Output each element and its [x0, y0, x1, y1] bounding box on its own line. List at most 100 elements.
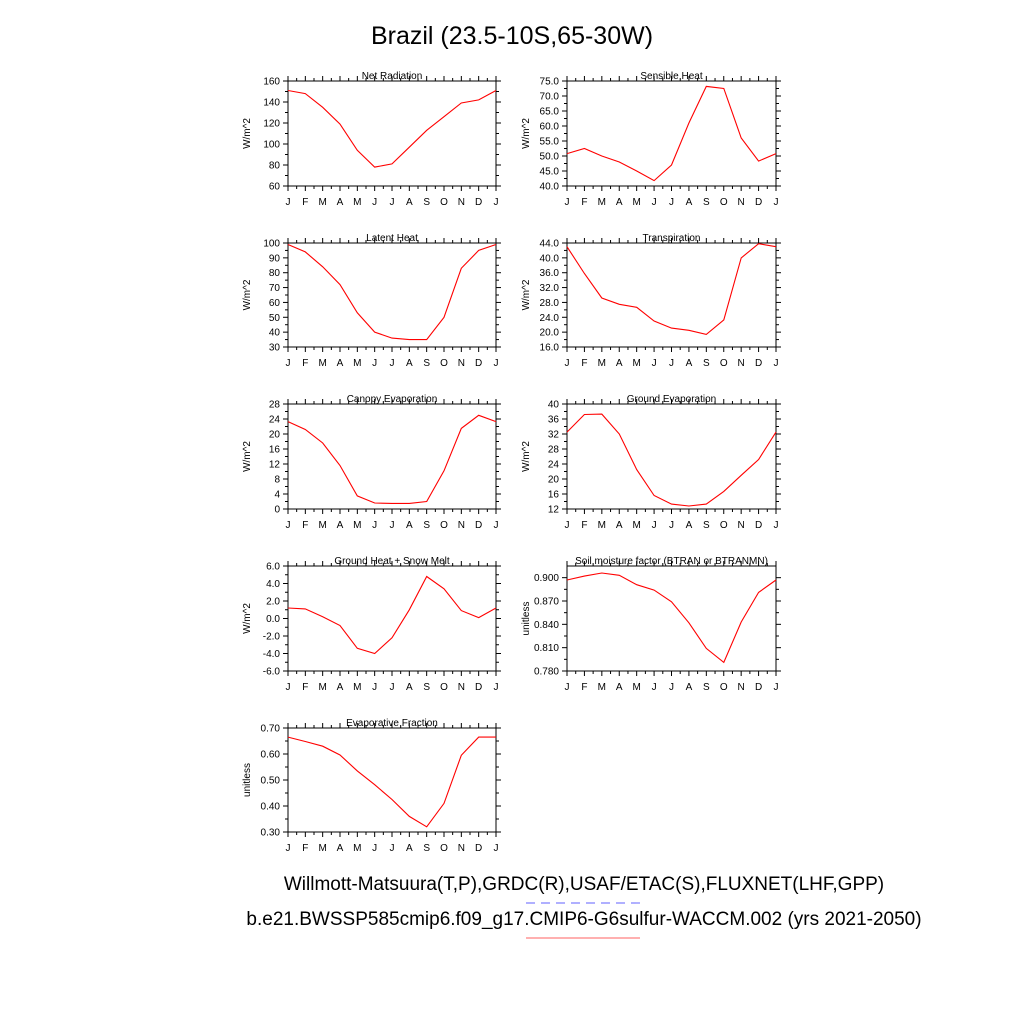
y-axis-label: W/m^2	[242, 118, 253, 149]
y-tick-label: 8	[274, 475, 280, 486]
chart-panel: J F M A M J J A S O N D J-6.0-4.0-2.00.02.04.06.0 Gro…	[242, 556, 501, 693]
x-tick-label: J	[652, 682, 657, 693]
y-tick-label: 36	[548, 415, 560, 426]
x-tick-label: A	[406, 197, 413, 208]
x-tick-label: F	[302, 197, 308, 208]
x-tick-label: A	[686, 520, 693, 531]
x-tick-label: J	[565, 520, 570, 531]
x-tick-label: F	[302, 358, 308, 369]
x-tick-label: O	[720, 520, 728, 531]
series-line	[566, 85, 777, 182]
y-tick-label: 50.0	[540, 152, 560, 163]
y-tick-label: 28	[548, 445, 560, 456]
chart-panel: J F M A M J J A S O N D J16.020.024.028.032.036.040.…	[521, 233, 781, 369]
x-tick-label: S	[423, 358, 430, 369]
y-tick-label: 60.0	[540, 122, 560, 133]
x-tick-label: J	[286, 682, 291, 693]
x-tick-label: M	[598, 520, 606, 531]
figure-title: Brazil (23.5-10S,65-30W)	[371, 22, 653, 50]
y-axis-label: unitless	[242, 763, 253, 797]
y-tick-label: 65.0	[540, 107, 560, 118]
plot-frame	[287, 242, 497, 348]
y-tick-label: 12	[548, 505, 560, 516]
y-tick-label: 40.0	[540, 182, 560, 193]
x-tick-label: J	[372, 520, 377, 531]
y-axis-label: W/m^2	[242, 441, 253, 472]
series-line	[287, 575, 497, 655]
plot-frame	[566, 565, 777, 672]
series-line	[566, 572, 777, 664]
y-tick-label: 45.0	[540, 167, 560, 178]
y-tick-label: 32.0	[540, 283, 560, 294]
x-tick-label: S	[423, 682, 430, 693]
x-tick-label: J	[494, 520, 499, 531]
y-tick-label: 40.0	[540, 253, 560, 264]
x-tick-label: A	[337, 843, 344, 854]
y-tick-label: -4.0	[263, 649, 281, 660]
y-tick-label: 12	[269, 460, 281, 471]
x-tick-label: N	[458, 520, 465, 531]
x-tick-label: O	[440, 197, 448, 208]
y-tick-label: 30	[269, 343, 281, 354]
y-tick-label: 0.900	[534, 573, 559, 584]
plot-frame	[566, 242, 777, 348]
y-tick-label: 80	[269, 161, 281, 172]
x-tick-label: S	[423, 520, 430, 531]
y-tick-label: 55.0	[540, 137, 560, 148]
x-tick-label: J	[494, 197, 499, 208]
panel-title: Sensible Heat	[640, 71, 702, 82]
y-tick-label: 80	[269, 268, 281, 279]
x-tick-label: J	[669, 358, 674, 369]
footer-case-name: b.e21.BWSSP585cmip6.f09_g17.CMIP6-G6sulf…	[246, 909, 921, 930]
x-tick-label: M	[598, 682, 606, 693]
y-tick-label: 20	[269, 430, 281, 441]
x-tick-label: S	[703, 197, 710, 208]
x-tick-label: M	[632, 520, 640, 531]
x-tick-label: J	[652, 358, 657, 369]
x-tick-label: N	[458, 843, 465, 854]
y-tick-label: 20	[548, 475, 560, 486]
x-tick-label: D	[475, 520, 482, 531]
y-tick-label: 160	[263, 77, 280, 88]
x-tick-label: M	[318, 197, 326, 208]
x-tick-label: M	[632, 682, 640, 693]
x-tick-label: J	[286, 843, 291, 854]
x-tick-label: A	[616, 520, 623, 531]
plot-frame	[566, 80, 777, 187]
series-line	[566, 243, 777, 335]
x-tick-label: F	[581, 197, 587, 208]
x-tick-label: O	[440, 682, 448, 693]
x-tick-label: A	[406, 358, 413, 369]
y-axis-label: unitless	[521, 602, 532, 636]
x-tick-label: M	[353, 843, 361, 854]
x-tick-label: O	[440, 520, 448, 531]
y-tick-label: -6.0	[263, 667, 281, 678]
y-tick-label: 4	[274, 490, 280, 501]
y-tick-label: 0.70	[261, 724, 281, 735]
panel-title: Ground Evaporation	[627, 394, 717, 405]
panel-title: Evaporative Fraction	[346, 718, 438, 729]
x-tick-label: N	[738, 358, 745, 369]
x-tick-label: J	[372, 197, 377, 208]
x-tick-label: J	[372, 843, 377, 854]
y-tick-label: 90	[269, 253, 281, 264]
x-tick-label: A	[686, 197, 693, 208]
x-tick-label: A	[616, 197, 623, 208]
x-tick-label: F	[581, 682, 587, 693]
y-tick-label: 20.0	[540, 328, 560, 339]
x-tick-label: J	[286, 358, 291, 369]
y-tick-label: 6.0	[266, 562, 280, 573]
x-tick-label: J	[390, 520, 395, 531]
x-tick-label: M	[353, 520, 361, 531]
y-tick-label: 120	[263, 119, 280, 130]
y-tick-label: 0.60	[261, 750, 281, 761]
y-axis-label: W/m^2	[521, 441, 532, 472]
y-axis-label: W/m^2	[242, 279, 253, 310]
plot-frame	[287, 727, 497, 833]
chart-panel: J F M A M J J A S O N D J40.045.050.055.060.065.070.…	[521, 71, 781, 208]
plot-frame	[287, 403, 497, 510]
plot-frame	[287, 80, 497, 187]
y-tick-label: 60	[269, 298, 281, 309]
x-tick-label: J	[390, 358, 395, 369]
